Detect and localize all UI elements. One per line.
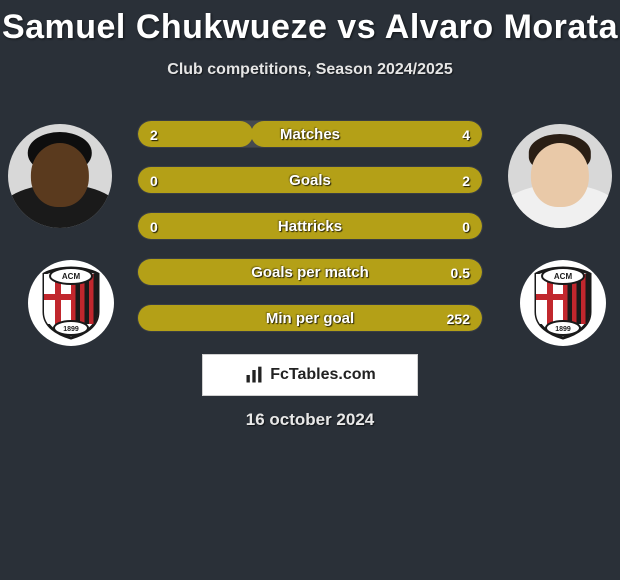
stat-value-left bbox=[138, 305, 162, 331]
stat-value-right: 4 bbox=[450, 121, 482, 147]
svg-text:ACM: ACM bbox=[554, 272, 573, 281]
watermark-text: FcTables.com bbox=[270, 366, 376, 384]
svg-text:1899: 1899 bbox=[63, 326, 79, 333]
acmilan-crest-icon: ACM 1899 bbox=[40, 266, 102, 340]
comparison-bars: Matches24Goals02Hattricks00Goals per mat… bbox=[137, 120, 483, 332]
subtitle: Club competitions, Season 2024/2025 bbox=[0, 61, 620, 79]
stat-value-right: 252 bbox=[435, 305, 482, 331]
stat-label: Matches bbox=[138, 121, 482, 147]
stat-value-left: 2 bbox=[138, 121, 170, 147]
player-left-club-badge: ACM 1899 bbox=[28, 260, 114, 346]
player-right-club-badge: ACM 1899 bbox=[520, 260, 606, 346]
page-title: Samuel Chukwueze vs Alvaro Morata bbox=[0, 0, 620, 47]
stat-value-right: 0.5 bbox=[439, 259, 482, 285]
player-left-avatar bbox=[8, 124, 112, 228]
stat-label: Hattricks bbox=[138, 213, 482, 239]
stat-row: Goals0 2 bbox=[137, 166, 483, 194]
stat-label: Goals bbox=[138, 167, 482, 193]
acmilan-crest-icon: ACM 1899 bbox=[532, 266, 594, 340]
stat-value-left: 0 bbox=[138, 213, 170, 239]
watermark-badge: FcTables.com bbox=[202, 354, 418, 396]
stat-value-right: 2 bbox=[450, 167, 482, 193]
comparison-card: Samuel Chukwueze vs Alvaro Morata Club c… bbox=[0, 0, 620, 580]
svg-text:1899: 1899 bbox=[555, 326, 571, 333]
player-right-face-icon bbox=[508, 124, 612, 228]
infographic-date: 16 october 2024 bbox=[0, 410, 620, 430]
stat-row: Matches2 4 bbox=[137, 120, 483, 148]
bar-chart-icon bbox=[244, 365, 264, 385]
stat-row: Min per goal252 bbox=[137, 304, 483, 332]
stat-row: Goals per match0.5 bbox=[137, 258, 483, 286]
stat-label: Min per goal bbox=[138, 305, 482, 331]
stat-value-left bbox=[138, 259, 162, 285]
svg-text:ACM: ACM bbox=[62, 272, 81, 281]
player-right-avatar bbox=[508, 124, 612, 228]
stat-value-right: 0 bbox=[450, 213, 482, 239]
stat-value-left: 0 bbox=[138, 167, 170, 193]
player-left-face-icon bbox=[8, 124, 112, 228]
stat-label: Goals per match bbox=[138, 259, 482, 285]
stat-row: Hattricks0 0 bbox=[137, 212, 483, 240]
